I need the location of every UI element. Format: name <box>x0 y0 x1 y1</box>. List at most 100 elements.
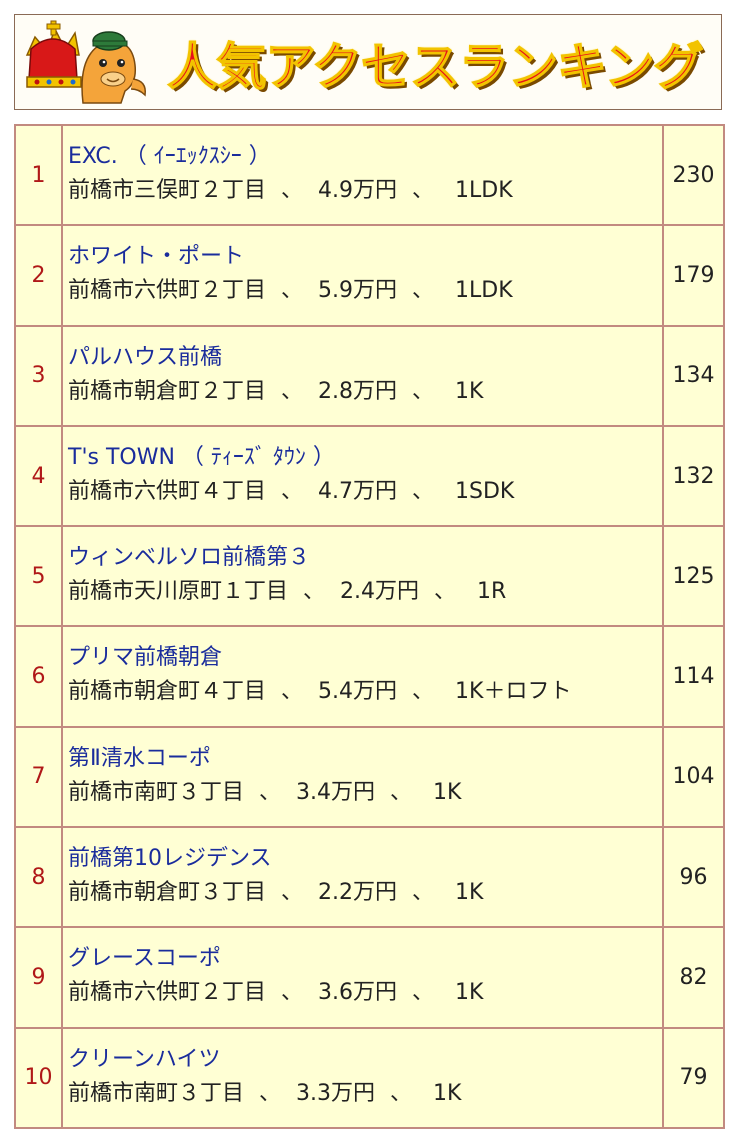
property-rent: 5.9万円 <box>318 278 398 304</box>
separator: 、 <box>281 478 304 504</box>
property-info-cell: EXC. （ ｲｰｴｯｸｽｼｰ ）前橋市三俣町２丁目、 4.9万円、 1LDK <box>61 123 664 227</box>
property-layout: 1R <box>477 579 507 605</box>
property-name-link[interactable]: 前橋第10レジデンス <box>68 846 272 872</box>
separator: 、 <box>412 378 435 404</box>
property-layout: 1K <box>455 880 484 906</box>
property-info-cell: グレースコーポ 前橋市六供町２丁目、 3.6万円、 1K <box>61 926 664 1029</box>
ranking-table: 1 EXC. （ ｲｰｴｯｸｽｼｰ ）前橋市三俣町２丁目、 4.9万円、 1LDK 23… <box>14 123 725 1129</box>
property-rent: 2.8万円 <box>318 378 398 404</box>
rank-number: 8 <box>14 826 63 929</box>
property-rent: 2.4万円 <box>340 579 420 605</box>
property-layout: 1K＋ロフト <box>455 679 572 705</box>
property-info-cell: パルハウス前橋 前橋市朝倉町２丁目、 2.8万円、 1K <box>61 324 664 427</box>
property-address: 前橋市南町３丁目 <box>68 1080 245 1106</box>
separator: 、 <box>259 779 282 805</box>
property-rent: 3.3万円 <box>296 1080 376 1106</box>
property-detail: 前橋市天川原町１丁目、 2.4万円、 1R <box>68 577 662 607</box>
separator: 、 <box>281 980 304 1006</box>
rank-number: 10 <box>14 1026 63 1129</box>
property-layout: 1K <box>455 378 484 404</box>
property-detail: 前橋市三俣町２丁目、 4.9万円、 1LDK <box>68 176 662 206</box>
property-address: 前橋市南町３丁目 <box>68 779 245 805</box>
access-count: 79 <box>662 1026 725 1129</box>
property-layout: 1K <box>433 1080 462 1106</box>
access-count: 179 <box>662 224 725 327</box>
property-rent: 2.2万円 <box>318 880 398 906</box>
access-count: 230 <box>662 123 725 227</box>
property-address: 前橋市三俣町２丁目 <box>68 178 267 203</box>
property-address: 前橋市六供町２丁目 <box>68 278 267 304</box>
property-address: 前橋市朝倉町２丁目 <box>68 378 267 404</box>
ranking-row: 1 EXC. （ ｲｰｴｯｸｽｼｰ ）前橋市三俣町２丁目、 4.9万円、 1LDK 23… <box>14 123 725 227</box>
property-layout: 1LDK <box>455 278 513 304</box>
banner-title: 人気アクセスランキング <box>167 37 705 97</box>
property-name-link[interactable]: 第Ⅱ清水コーポ <box>68 745 211 771</box>
separator: 、 <box>281 378 304 404</box>
property-name-link[interactable]: T's TOWN （ ﾃｨｰｽﾞ ﾀｳﾝ ） <box>68 444 335 470</box>
ranking-row: 4 T's TOWN （ ﾃｨｰｽﾞ ﾀｳﾝ ）前橋市六供町４丁目、 4.7万円、 1… <box>14 424 725 528</box>
ranking-row: 7 第Ⅱ清水コーポ 前橋市南町３丁目、 3.4万円、 1K 104 <box>14 725 725 829</box>
property-layout: 1LDK <box>455 178 513 203</box>
separator: 、 <box>412 478 435 504</box>
ranking-row: 2 ホワイト・ポート 前橋市六供町２丁目、 5.9万円、 1LDK 179 <box>14 224 725 327</box>
rank-number: 5 <box>14 525 63 628</box>
access-count: 125 <box>662 525 725 628</box>
ranking-row: 9 グレースコーポ 前橋市六供町２丁目、 3.6万円、 1K 82 <box>14 926 725 1029</box>
separator: 、 <box>281 278 304 304</box>
property-name-link[interactable]: ホワイト・ポート <box>68 244 245 270</box>
rank-number: 2 <box>14 224 63 327</box>
property-name-link[interactable]: グレースコーポ <box>68 946 221 972</box>
separator: 、 <box>281 178 304 203</box>
property-layout: 1K <box>433 779 462 805</box>
property-info-cell: ウィンベルソロ前橋第３ 前橋市天川原町１丁目、 2.4万円、 1R <box>61 525 664 628</box>
property-detail: 前橋市六供町２丁目、 5.9万円、 1LDK <box>68 276 662 306</box>
ranking-banner: 人気アクセスランキング <box>14 14 722 110</box>
access-count: 134 <box>662 324 725 427</box>
property-address: 前橋市天川原町１丁目 <box>68 579 289 605</box>
access-count: 96 <box>662 826 725 929</box>
separator: 、 <box>281 880 304 906</box>
ranking-row: 5 ウィンベルソロ前橋第３ 前橋市天川原町１丁目、 2.4万円、 1R 125 <box>14 525 725 628</box>
separator: 、 <box>281 679 304 705</box>
rank-number: 4 <box>14 424 63 528</box>
property-address: 前橋市朝倉町３丁目 <box>68 880 267 906</box>
property-rent: 4.9万円 <box>318 178 398 203</box>
property-rent: 3.6万円 <box>318 980 398 1006</box>
property-detail: 前橋市朝倉町４丁目、 5.4万円、 1K＋ロフト <box>68 677 662 707</box>
separator: 、 <box>412 178 435 203</box>
property-layout: 1SDK <box>455 478 515 504</box>
property-address: 前橋市六供町２丁目 <box>68 980 267 1006</box>
rank-number: 9 <box>14 926 63 1029</box>
property-address: 前橋市朝倉町４丁目 <box>68 679 267 705</box>
rank-number: 6 <box>14 625 63 728</box>
access-count: 114 <box>662 625 725 728</box>
property-layout: 1K <box>455 980 484 1006</box>
ranking-row: 8 前橋第10レジデンス 前橋市朝倉町３丁目、 2.2万円、 1K 96 <box>14 826 725 929</box>
property-info-cell: 前橋第10レジデンス 前橋市朝倉町３丁目、 2.2万円、 1K <box>61 826 664 929</box>
property-info-cell: ホワイト・ポート 前橋市六供町２丁目、 5.9万円、 1LDK <box>61 224 664 327</box>
property-info-cell: T's TOWN （ ﾃｨｰｽﾞ ﾀｳﾝ ）前橋市六供町４丁目、 4.7万円、 1S… <box>61 424 664 528</box>
separator: 、 <box>412 278 435 304</box>
ranking-row: 3 パルハウス前橋 前橋市朝倉町２丁目、 2.8万円、 1K 134 <box>14 324 725 427</box>
property-detail: 前橋市朝倉町２丁目、 2.8万円、 1K <box>68 377 662 407</box>
property-name-link[interactable]: ウィンベルソロ前橋第３ <box>68 545 311 571</box>
rank-number: 1 <box>14 123 63 227</box>
property-info-cell: 第Ⅱ清水コーポ 前橋市南町３丁目、 3.4万円、 1K <box>61 725 664 829</box>
property-name-link[interactable]: クリーンハイツ <box>68 1046 221 1072</box>
property-address: 前橋市六供町４丁目 <box>68 478 267 504</box>
property-detail: 前橋市六供町２丁目、 3.6万円、 1K <box>68 978 662 1008</box>
rank-number: 3 <box>14 324 63 427</box>
separator: 、 <box>303 579 326 605</box>
property-name-link[interactable]: プリマ前橋朝倉 <box>68 645 223 671</box>
property-info-cell: プリマ前橋朝倉 前橋市朝倉町４丁目、 5.4万円、 1K＋ロフト <box>61 625 664 728</box>
property-detail: 前橋市南町３丁目、 3.3万円、 1K <box>68 1079 662 1109</box>
property-name-link[interactable]: パルハウス前橋 <box>68 344 223 370</box>
separator: 、 <box>412 880 435 906</box>
separator: 、 <box>412 679 435 705</box>
ranking-row: 6 プリマ前橋朝倉 前橋市朝倉町４丁目、 5.4万円、 1K＋ロフト 114 <box>14 625 725 728</box>
ranking-row: 10 クリーンハイツ前橋市南町３丁目、 3.3万円、 1K 79 <box>14 1026 725 1129</box>
property-name-link[interactable]: EXC. （ ｲｰｴｯｸｽｼｰ ） <box>68 144 271 169</box>
property-rent: 4.7万円 <box>318 478 398 504</box>
property-rent: 3.4万円 <box>296 779 376 805</box>
separator: 、 <box>390 779 413 805</box>
